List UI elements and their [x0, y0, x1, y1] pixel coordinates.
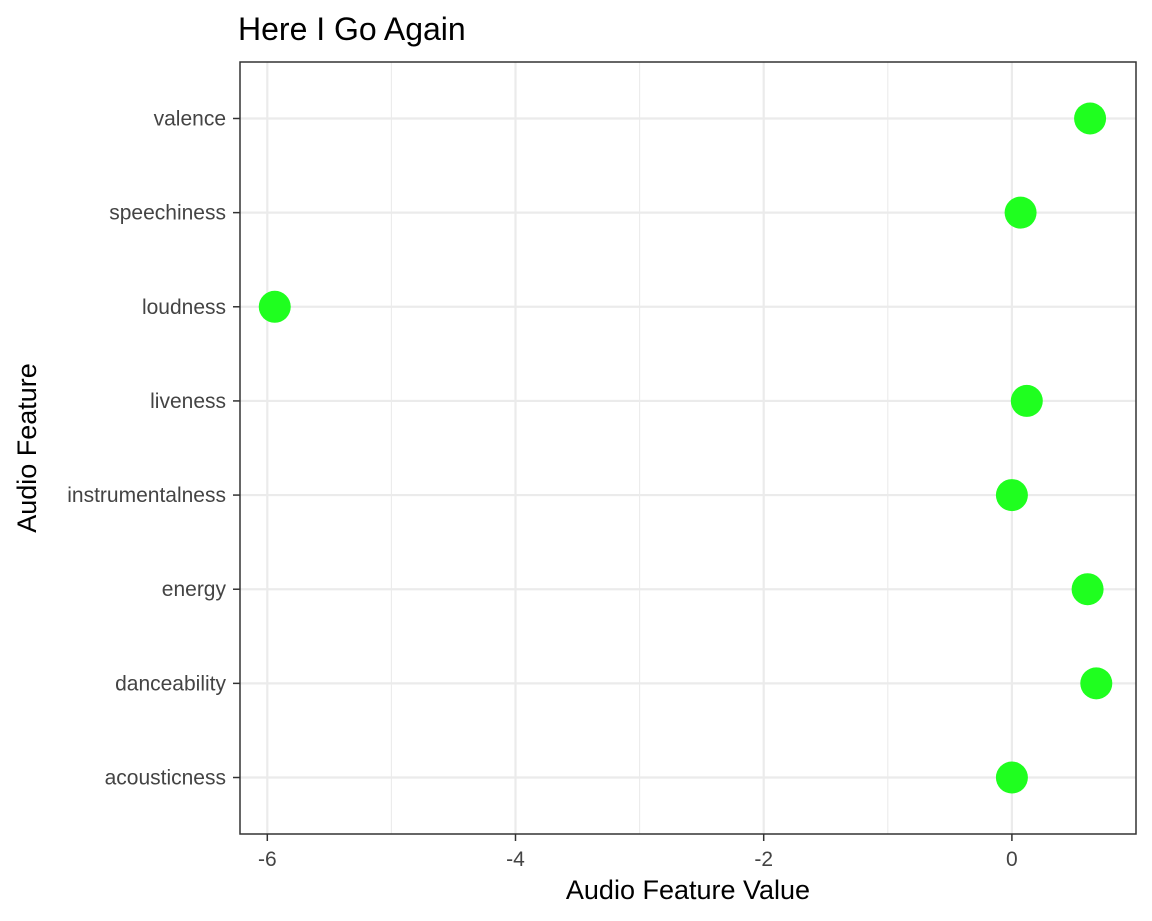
data-point-speechiness	[1004, 196, 1037, 229]
x-tick-label: -2	[754, 848, 773, 871]
ticks-layer: -6 -4 -2 0 acousticness danceability energy ins…	[67, 107, 1017, 871]
data-point-liveness	[1010, 384, 1043, 417]
data-point-valence	[1074, 102, 1107, 135]
y-tick-label-acousticness: acousticness	[105, 767, 226, 790]
y-tick-label-liveness: liveness	[150, 390, 226, 413]
data-point-danceability	[1080, 667, 1113, 700]
y-tick-label-speechiness: speechiness	[109, 202, 226, 225]
plot-panel-border	[239, 61, 1137, 835]
y-tick-label-loudness: loudness	[142, 296, 226, 319]
points-layer	[258, 102, 1113, 794]
y-axis-title: Audio Feature	[12, 363, 42, 533]
x-axis-title: Audio Feature Value	[566, 875, 810, 905]
x-tick-label: -6	[258, 848, 277, 871]
x-tick-label: 0	[1006, 848, 1018, 871]
data-point-energy	[1071, 573, 1104, 606]
data-point-loudness	[258, 290, 291, 323]
y-tick-label-energy: energy	[162, 578, 227, 601]
data-point-acousticness	[995, 761, 1028, 794]
grid-layer	[240, 62, 1136, 834]
y-tick-label-instrumentalness: instrumentalness	[67, 484, 226, 507]
y-tick-label-danceability: danceability	[115, 672, 226, 695]
data-point-instrumentalness	[995, 479, 1028, 512]
x-tick-label: -4	[506, 848, 525, 871]
chart-title: Here I Go Again	[238, 11, 466, 47]
y-tick-label-valence: valence	[154, 107, 226, 130]
